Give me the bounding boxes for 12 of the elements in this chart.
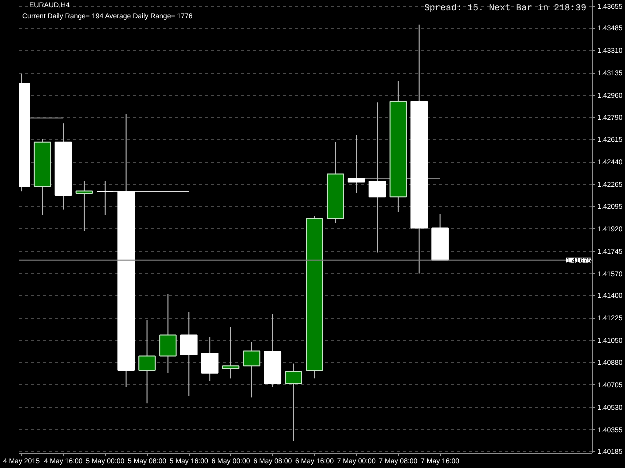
candlestick bbox=[96, 180, 114, 216]
candlestick bbox=[285, 363, 302, 442]
candlestick bbox=[368, 102, 386, 254]
candlestick bbox=[243, 342, 261, 398]
candlestick bbox=[76, 180, 94, 232]
annotation: Spread: 15. Next Bar in 218:39 bbox=[424, 4, 587, 14]
candlestick bbox=[138, 320, 156, 404]
candlestick bbox=[348, 134, 366, 194]
candlestick bbox=[160, 294, 177, 374]
candlestick bbox=[222, 326, 240, 380]
candlestick bbox=[180, 312, 198, 397]
candlestick bbox=[201, 336, 219, 382]
